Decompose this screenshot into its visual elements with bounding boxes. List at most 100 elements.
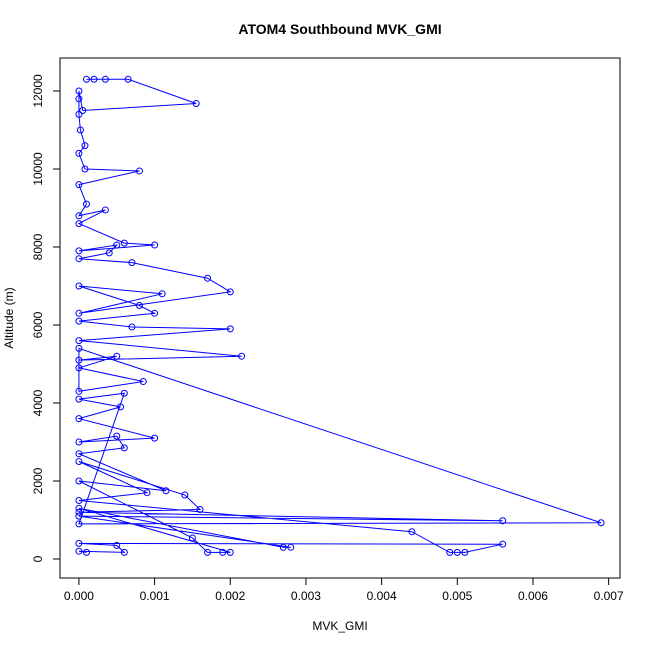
x-tick-label: 0.005 bbox=[442, 589, 472, 603]
y-tick-label: 6000 bbox=[31, 311, 45, 338]
data-point bbox=[75, 438, 83, 446]
data-point bbox=[226, 288, 234, 296]
data-point bbox=[120, 548, 128, 556]
data-point bbox=[117, 403, 125, 411]
data-point bbox=[196, 505, 204, 513]
data-point bbox=[75, 247, 83, 255]
data-point bbox=[75, 415, 83, 423]
data-point bbox=[90, 75, 98, 83]
data-point bbox=[113, 541, 121, 549]
data-point bbox=[279, 543, 287, 551]
x-tick-label: 0.000 bbox=[64, 589, 94, 603]
data-point bbox=[75, 149, 83, 157]
data-point bbox=[219, 548, 227, 556]
data-line bbox=[76, 78, 602, 553]
x-axis-label: MVK_GMI bbox=[312, 619, 367, 633]
x-tick-label: 0.002 bbox=[215, 589, 245, 603]
data-point bbox=[238, 352, 246, 360]
data-point bbox=[75, 87, 83, 95]
data-point bbox=[101, 206, 109, 214]
data-point bbox=[120, 239, 128, 247]
data-point bbox=[135, 302, 143, 310]
data-point bbox=[139, 378, 147, 386]
data-point bbox=[113, 432, 121, 440]
data-point bbox=[75, 220, 83, 228]
data-point bbox=[226, 325, 234, 333]
x-tick-label: 0.003 bbox=[291, 589, 321, 603]
data-point bbox=[75, 477, 83, 485]
data-point bbox=[188, 534, 196, 542]
data-point bbox=[75, 344, 83, 352]
data-point bbox=[151, 241, 159, 249]
data-point bbox=[461, 548, 469, 556]
data-point bbox=[151, 309, 159, 317]
data-point bbox=[101, 75, 109, 83]
data-point bbox=[82, 75, 90, 83]
data-point bbox=[75, 181, 83, 189]
data-point bbox=[120, 444, 128, 452]
data-point bbox=[75, 547, 83, 555]
data-point bbox=[79, 106, 87, 114]
data-point bbox=[158, 290, 166, 298]
data-point bbox=[128, 323, 136, 331]
data-point bbox=[143, 489, 151, 497]
data-point bbox=[75, 497, 83, 505]
data-point bbox=[75, 282, 83, 290]
y-tick-label: 2000 bbox=[31, 467, 45, 494]
data-point bbox=[135, 167, 143, 175]
data-point bbox=[75, 364, 83, 372]
x-tick-label: 0.004 bbox=[367, 589, 397, 603]
data-point bbox=[75, 539, 83, 547]
data-point bbox=[446, 548, 454, 556]
data-point bbox=[75, 504, 83, 512]
y-tick-label: 8000 bbox=[31, 233, 45, 260]
data-point bbox=[124, 75, 132, 83]
data-point bbox=[75, 508, 83, 516]
data-point bbox=[192, 99, 200, 107]
data-point bbox=[81, 142, 89, 150]
data-point bbox=[75, 317, 83, 325]
data-point bbox=[75, 458, 83, 466]
y-tick-label: 12000 bbox=[31, 74, 45, 108]
data-point bbox=[75, 110, 83, 118]
data-point bbox=[75, 387, 83, 395]
x-tick-label: 0.001 bbox=[140, 589, 170, 603]
plot-frame bbox=[59, 57, 621, 579]
data-point bbox=[113, 352, 121, 360]
data-point bbox=[287, 543, 295, 551]
x-tick-label: 0.007 bbox=[594, 589, 624, 603]
data-point bbox=[75, 450, 83, 458]
chart-title: ATOM4 Southbound MVK_GMI bbox=[238, 21, 441, 37]
data-point bbox=[105, 249, 113, 257]
data-point bbox=[82, 548, 90, 556]
x-tick-label: 0.006 bbox=[518, 589, 548, 603]
data-point bbox=[75, 255, 83, 263]
data-point bbox=[75, 212, 83, 220]
data-point bbox=[113, 241, 121, 249]
data-point bbox=[499, 540, 507, 548]
data-point bbox=[204, 274, 212, 282]
data-point bbox=[120, 389, 128, 397]
data-point bbox=[162, 487, 170, 495]
y-tick-label: 0 bbox=[31, 555, 45, 562]
data-point bbox=[75, 337, 83, 345]
data-point bbox=[204, 548, 212, 556]
y-tick-label: 10000 bbox=[31, 152, 45, 186]
data-point bbox=[81, 165, 89, 173]
data-point bbox=[75, 95, 83, 103]
data-point bbox=[181, 491, 189, 499]
data-point bbox=[453, 548, 461, 556]
data-point bbox=[75, 395, 83, 403]
data-point bbox=[499, 517, 507, 525]
data-point bbox=[128, 259, 136, 267]
data-point bbox=[75, 520, 83, 528]
data-point bbox=[226, 548, 234, 556]
data-point bbox=[76, 126, 84, 134]
data-point bbox=[151, 434, 159, 442]
data-point bbox=[75, 356, 83, 364]
data-point bbox=[75, 512, 83, 520]
data-point bbox=[597, 519, 605, 527]
data-point bbox=[82, 200, 90, 208]
data-point bbox=[408, 528, 416, 536]
